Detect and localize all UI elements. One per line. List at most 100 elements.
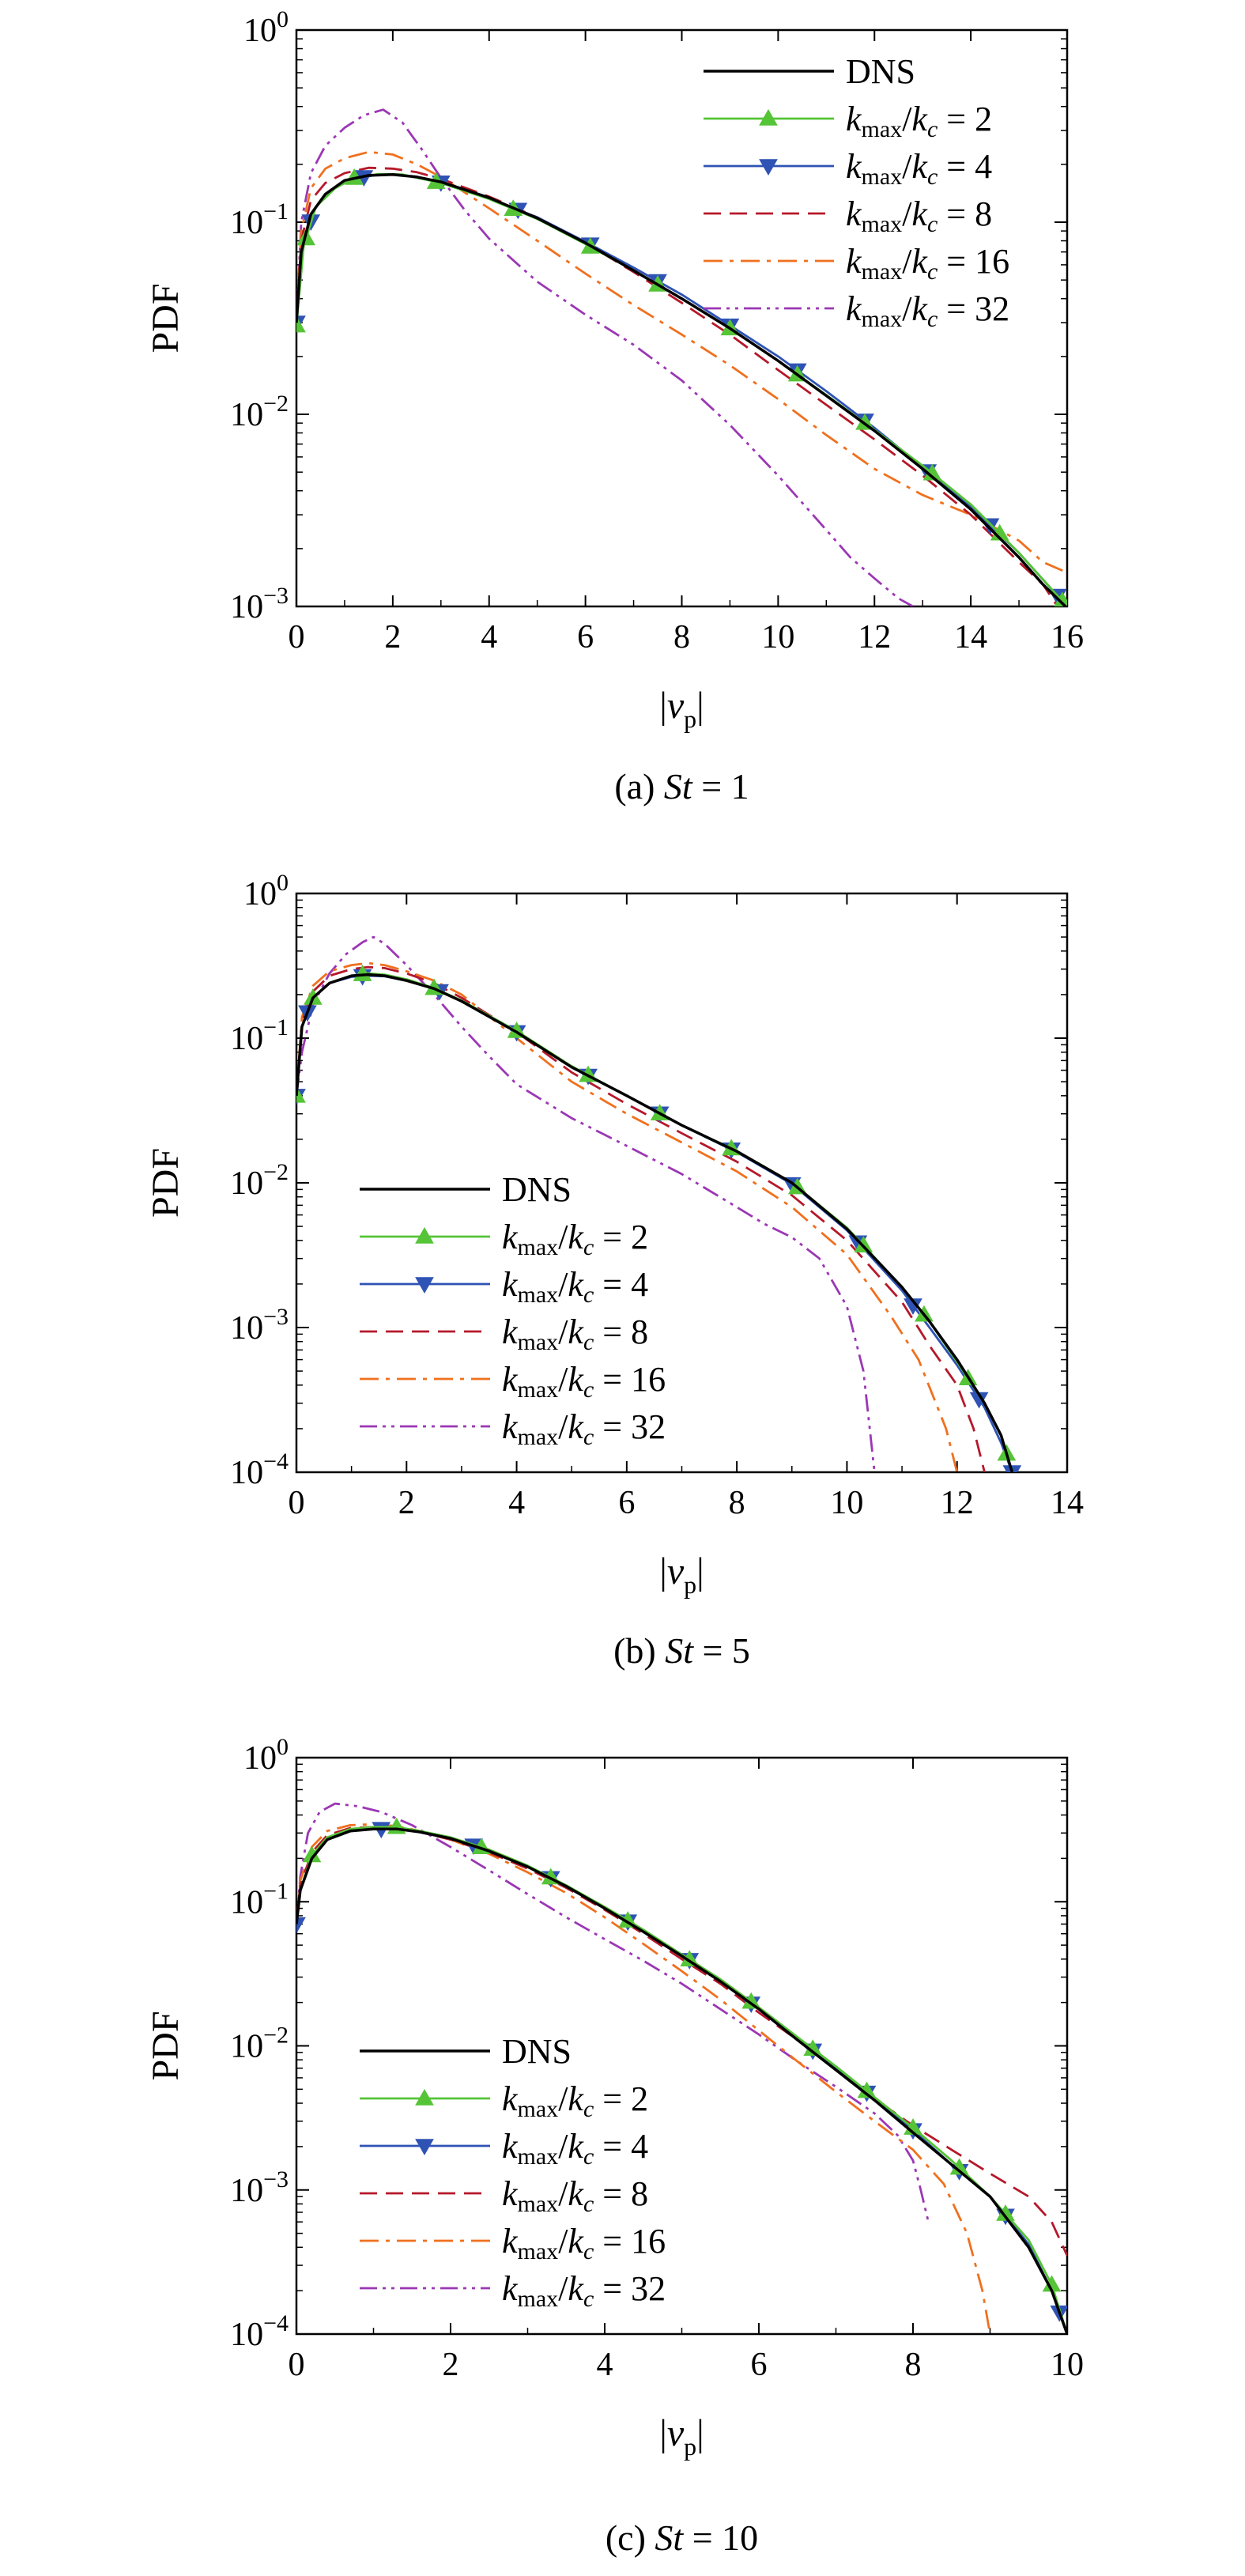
- x-tick-label: 4: [597, 2347, 613, 2383]
- series-line-k32: [296, 935, 876, 1472]
- legend-marker-k2: [415, 2088, 434, 2106]
- series-line-k32: [296, 1802, 930, 2223]
- x-tick-label: 16: [1051, 619, 1084, 655]
- series-marker-k2: [296, 315, 306, 333]
- x-tick-label: 14: [954, 619, 987, 655]
- legend-label-kmax-2: kmax/kc = 2: [502, 1218, 648, 1260]
- x-tick-label: 2: [398, 1485, 415, 1521]
- series-line-k16: [296, 1822, 991, 2334]
- y-tick-label: 10−3: [230, 1304, 289, 1347]
- series-line-DNS: [296, 973, 1014, 1472]
- panel-caption: (a) St = 1: [614, 766, 749, 806]
- x-tick-label: 6: [577, 619, 594, 655]
- panel-a: 0 2 4 6 8 10 12 14 16 100 10−1 10−2 10−3 PDF |vp| (a) S…: [145, 6, 1084, 806]
- legend-label-kmax-32: kmax/kc = 32: [502, 2269, 666, 2312]
- series-line-k2: [296, 172, 1067, 606]
- legend-label-kmax-8: kmax/kc = 8: [502, 1313, 648, 1355]
- series-line-k4: [296, 173, 1067, 606]
- plot-area: [296, 935, 1022, 1472]
- legend-marker-k4: [415, 1277, 434, 1294]
- x-tick-label: 8: [729, 1485, 745, 1521]
- series-line-k32: [296, 108, 914, 606]
- plot-area: [296, 108, 1067, 606]
- y-tick-label: 10−2: [230, 2023, 289, 2065]
- series-line-k16: [296, 150, 1067, 574]
- series-line-k8: [296, 1826, 1067, 2257]
- legend-marker-k2: [415, 1226, 434, 1244]
- plot-frame: [295, 1756, 1069, 2336]
- x-tick-label: 2: [384, 619, 401, 655]
- legend-label-kmax-32: kmax/kc = 32: [502, 1407, 666, 1450]
- legend-label-kmax-16: kmax/kc = 16: [502, 1360, 666, 1403]
- series-line-k8: [296, 965, 986, 1472]
- y-axis-label: PDF: [145, 283, 187, 353]
- x-tick-label: 6: [618, 1485, 635, 1521]
- series-marker-k2: [353, 965, 372, 981]
- y-tick-label: 10−1: [230, 198, 289, 241]
- panel-c: 0 2 4 6 8 10 100 10−1 10−2 10−3 10−4 PDF |vp| (c) St …: [145, 1734, 1084, 2558]
- x-tick-label: 0: [289, 1485, 305, 1521]
- x-axis-label: |vp|: [659, 685, 704, 733]
- x-tick-label: 12: [858, 619, 891, 655]
- x-tick-label: 10: [830, 1485, 863, 1521]
- y-tick-label: 10−3: [230, 583, 289, 625]
- x-tick-label: 4: [508, 1485, 525, 1521]
- y-tick-label: 10−2: [230, 391, 289, 433]
- legend-label-kmax-16: kmax/kc = 16: [846, 242, 1009, 285]
- x-tick-label: 0: [289, 2347, 305, 2383]
- y-tick-label: 10−4: [230, 2310, 289, 2353]
- legend-label-kmax-32: kmax/kc = 32: [846, 289, 1009, 332]
- x-tick-label: 8: [905, 2347, 922, 2383]
- legend-marker-k2: [759, 108, 778, 126]
- series-marker-k2: [296, 1086, 306, 1103]
- x-axis-label: |vp|: [659, 1551, 704, 1599]
- x-tick-label: 14: [1051, 1485, 1084, 1521]
- x-tick-label: 10: [761, 619, 794, 655]
- series-line-DNS: [296, 172, 1067, 606]
- series-line-k4: [296, 1827, 1067, 2334]
- y-tick-label: 10−1: [230, 1878, 289, 1921]
- x-tick-label: 0: [289, 619, 305, 655]
- legend-label-kmax-2: kmax/kc = 2: [846, 100, 992, 142]
- x-tick-label: 8: [673, 619, 690, 655]
- legend-label-kmax-2: kmax/kc = 2: [502, 2079, 648, 2122]
- y-tick-label: 100: [243, 870, 289, 912]
- x-tick-label: 4: [481, 619, 497, 655]
- legend-label-kmax-8: kmax/kc = 8: [502, 2174, 648, 2217]
- series-line-k8: [296, 166, 1058, 606]
- y-tick-label: 10−4: [230, 1449, 289, 1491]
- legend-marker-k4: [415, 2139, 434, 2156]
- legend-label-kmax-4: kmax/kc = 4: [846, 147, 992, 190]
- y-tick-label: 100: [243, 1734, 289, 1777]
- plot-area: [296, 1802, 1067, 2334]
- series-line-DNS: [296, 1827, 1067, 2334]
- x-tick-label: 12: [941, 1485, 974, 1521]
- panel-b: 0 2 4 6 8 10 12 14 100 10−1 10−2 10−3 10−4 PDF |vp| (b)…: [145, 870, 1084, 1671]
- y-axis-label: PDF: [145, 1148, 187, 1218]
- y-tick-label: 10−2: [230, 1159, 289, 1202]
- y-tick-label: 10−3: [230, 2166, 289, 2209]
- legend: DNS kmax/kc = 2 kmax/kc = 4 kmax/kc = 8 kmax…: [704, 52, 1009, 332]
- x-tick-label: 6: [751, 2347, 768, 2383]
- y-tick-label: 100: [243, 6, 289, 49]
- x-axis-label: |vp|: [659, 2412, 704, 2461]
- x-tick-label: 2: [443, 2347, 459, 2383]
- legend-label-kmax-8: kmax/kc = 8: [846, 195, 992, 237]
- series-line-k2: [296, 1826, 1067, 2334]
- y-axis-label: PDF: [145, 2011, 187, 2080]
- legend-label-kmax-16: kmax/kc = 16: [502, 2222, 666, 2264]
- x-tick-label: 10: [1051, 2347, 1084, 2383]
- panel-caption: (b) St = 5: [613, 1630, 750, 1671]
- legend-label-kmax-4: kmax/kc = 4: [502, 1265, 648, 1308]
- legend-label-kmax-4: kmax/kc = 4: [502, 2127, 648, 2170]
- legend: DNS kmax/kc = 2 kmax/kc = 4 kmax/kc = 8 kmax…: [360, 1170, 666, 1450]
- legend-label-DNS: DNS: [502, 1170, 572, 1209]
- series-marker-k4: [296, 1917, 306, 1934]
- legend-label-DNS: DNS: [502, 2032, 572, 2071]
- panel-caption: (c) St = 10: [606, 2517, 758, 2558]
- y-tick-label: 10−1: [230, 1014, 289, 1057]
- legend-label-DNS: DNS: [846, 52, 915, 91]
